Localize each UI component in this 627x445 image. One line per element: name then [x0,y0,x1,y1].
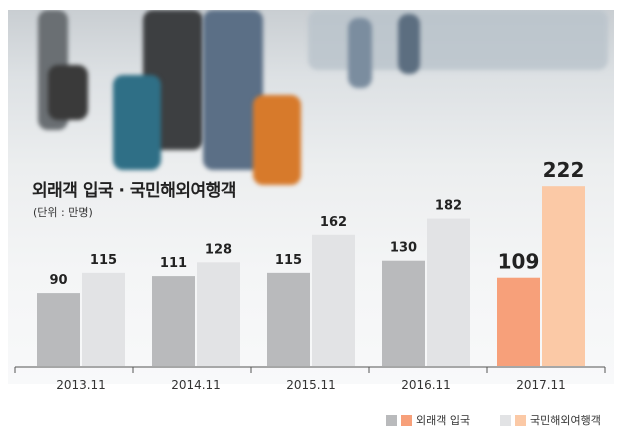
legend-swatch-inbound-highlight [401,414,412,426]
x-tick-label: 2013.11 [56,378,106,392]
bar-inbound-2014.11 [152,276,195,366]
bar-inbound-2017.11 [497,277,540,366]
data-label-outbound-2013.11: 115 [90,253,117,268]
legend-label-inbound: 외래객 입국 [416,414,471,427]
data-label-outbound-2015.11: 162 [320,215,347,230]
legend-item-inbound: 외래객 입국 [386,412,470,428]
legend-swatch-outbound-highlight [515,414,526,426]
bar-outbound-2017.11 [542,186,585,366]
suitcase-blue [113,75,161,170]
data-label-outbound-2014.11: 128 [205,242,232,257]
data-label-inbound-2014.11: 111 [160,256,187,271]
data-label-inbound-2013.11: 90 [49,273,67,288]
traveler-figure [348,18,372,88]
bar-inbound-2013.11 [37,293,80,366]
bar-inbound-2016.11 [382,260,425,366]
bar-inbound-2015.11 [267,272,310,366]
bar-outbound-2014.11 [197,262,240,366]
legend-label-outbound: 국민해외여행객 [530,414,601,427]
x-tick-label: 2016.11 [401,378,451,392]
x-tick-label: 2014.11 [171,378,221,392]
bar-outbound-2013.11 [82,272,125,366]
legend-swatch-inbound [386,414,397,426]
data-label-inbound-2015.11: 115 [275,253,302,268]
legend-swatch-outbound [500,414,511,426]
traveler-figure [398,14,420,74]
data-label-outbound-2017.11: 222 [543,158,585,182]
chart-title: 외래객 입국 · 국민해외여행객 [32,181,236,201]
suitcase-orange [253,95,301,185]
bar-outbound-2016.11 [427,218,470,366]
legend-item-outbound: 국민해외여행객 [500,412,601,428]
data-label-inbound-2016.11: 130 [390,241,417,256]
data-label-outbound-2016.11: 182 [435,199,462,214]
data-label-inbound-2017.11: 109 [498,250,540,274]
x-tick-label: 2017.11 [516,378,566,392]
suitcase-dark [48,65,88,120]
x-tick-label: 2015.11 [286,378,336,392]
chart-unit-label: (단위 : 만명) [33,206,93,219]
bar-outbound-2015.11 [312,234,355,366]
